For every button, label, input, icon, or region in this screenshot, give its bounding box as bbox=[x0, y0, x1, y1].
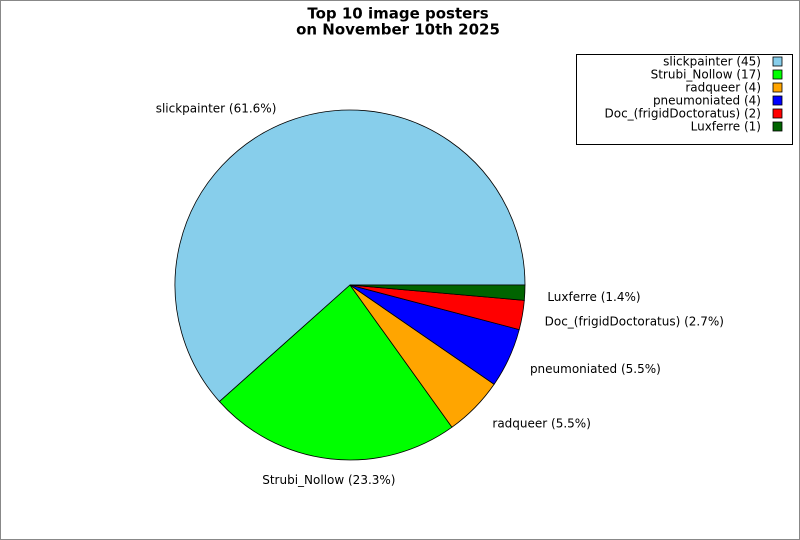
legend-swatch bbox=[772, 95, 783, 106]
legend-swatch bbox=[772, 108, 783, 119]
slice-label: Luxferre (1.4%) bbox=[547, 290, 640, 304]
legend-label: Doc_(frigidDoctoratus) (2) bbox=[605, 107, 762, 121]
slice-label: pneumoniated (5.5%) bbox=[530, 362, 661, 376]
slice-label: slickpainter (61.6%) bbox=[156, 102, 277, 116]
slice-label: radqueer (5.5%) bbox=[492, 416, 591, 430]
pie-slice bbox=[174, 109, 526, 403]
legend-swatch bbox=[772, 69, 783, 80]
pie-slice bbox=[218, 284, 453, 461]
legend-label: Luxferre (1) bbox=[691, 120, 761, 134]
legend-label: Strubi_Nollow (17) bbox=[651, 68, 761, 82]
slice-label: Strubi_Nollow (23.3%) bbox=[262, 473, 395, 487]
legend-swatch bbox=[772, 82, 783, 93]
legend-box bbox=[576, 54, 793, 145]
chart-title: Top 10 image posters bbox=[307, 5, 488, 23]
legend-label: slickpainter (45) bbox=[663, 55, 761, 69]
legend-label: pneumoniated (4) bbox=[653, 94, 761, 108]
legend-swatch bbox=[772, 121, 783, 132]
chart-subtitle: on November 10th 2025 bbox=[296, 21, 500, 39]
legend-label: radqueer (4) bbox=[685, 81, 761, 95]
legend-swatch bbox=[772, 56, 783, 67]
pie-slice bbox=[349, 284, 526, 301]
slice-label: Doc_(frigidDoctoratus) (2.7%) bbox=[545, 315, 724, 329]
